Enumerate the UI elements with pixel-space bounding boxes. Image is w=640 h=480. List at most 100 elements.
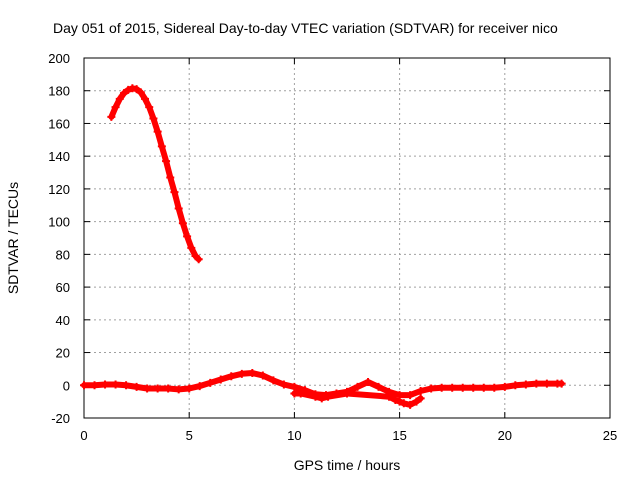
data-point	[557, 379, 566, 388]
data-point	[119, 89, 128, 98]
x-tick-label: 0	[80, 428, 87, 443]
data-point	[385, 392, 394, 401]
y-axis-label: SDTVAR / TECUs	[5, 182, 21, 294]
y-tick-label: 180	[48, 84, 70, 99]
data-point	[101, 380, 110, 389]
x-tick-label: 20	[498, 428, 512, 443]
data-point	[136, 88, 145, 97]
data-point	[195, 382, 204, 391]
data-point	[248, 369, 257, 377]
data-point	[269, 376, 278, 385]
data-point	[391, 396, 400, 404]
data-point	[532, 379, 541, 388]
data-point	[194, 255, 203, 264]
x-tick-label: 25	[603, 428, 617, 443]
x-axis-tick-labels: 0 5 10 15 20 25	[80, 428, 617, 443]
series-baseline-dips	[290, 389, 425, 409]
data-point	[187, 243, 196, 252]
data-point	[157, 142, 166, 151]
series-baseline-variation	[80, 369, 566, 400]
data-point	[511, 381, 520, 390]
data-point	[174, 204, 183, 213]
data-point	[416, 394, 425, 403]
data-point	[406, 400, 415, 409]
data-point	[412, 397, 421, 406]
axis-ticks	[83, 57, 611, 419]
series-line	[81, 370, 565, 399]
data-point	[178, 219, 187, 228]
x-tick-label: 10	[287, 428, 301, 443]
data-point	[437, 383, 446, 392]
x-tick-label: 5	[186, 428, 193, 443]
series-satellite-arc-high	[107, 84, 203, 264]
data-point	[124, 85, 133, 94]
x-tick-label: 15	[392, 428, 406, 443]
data-point	[115, 94, 124, 103]
data-point	[162, 157, 171, 166]
data-point	[174, 385, 183, 394]
data-point	[416, 387, 425, 395]
data-point	[170, 188, 179, 197]
data-point	[122, 381, 131, 390]
data-point	[395, 397, 404, 406]
y-tick-label: 100	[48, 215, 70, 230]
data-point	[469, 383, 478, 392]
data-point	[149, 114, 158, 123]
data-point	[153, 127, 162, 136]
y-tick-label: 160	[48, 116, 70, 131]
data-point	[296, 389, 305, 398]
data-point	[406, 391, 415, 400]
data-point	[227, 372, 236, 381]
data-point	[90, 381, 99, 390]
data-point	[364, 378, 373, 386]
y-tick-label: 200	[48, 51, 70, 66]
y-tick-label: 0	[63, 378, 70, 393]
y-tick-label: 60	[56, 280, 70, 295]
data-point	[258, 371, 267, 380]
data-point	[542, 379, 551, 388]
data-point	[399, 399, 408, 408]
data-point	[279, 380, 288, 389]
data-point	[237, 369, 246, 378]
data-point	[141, 94, 150, 103]
data-point	[427, 384, 436, 393]
data-point	[311, 392, 320, 401]
data-point	[111, 103, 120, 112]
data-point	[143, 384, 152, 393]
data-point	[490, 383, 499, 392]
data-point	[448, 383, 457, 392]
data-point	[80, 381, 88, 390]
data-point	[500, 382, 509, 391]
data-point	[479, 383, 488, 392]
y-axis-tick-labels: -20 0 20 40 60 80 100 120 140 160 180 200	[48, 51, 70, 426]
plot-frame	[83, 57, 611, 419]
y-tick-label: 80	[56, 247, 70, 262]
data-point	[343, 389, 351, 398]
data-point	[145, 103, 154, 112]
y-tick-label: 140	[48, 149, 70, 164]
x-axis-label: GPS time / hours	[294, 457, 401, 473]
y-tick-label: 20	[56, 346, 70, 361]
data-point	[107, 112, 116, 121]
data-point	[132, 382, 141, 391]
y-tick-label: 40	[56, 313, 70, 328]
grid-lines	[84, 58, 610, 418]
data-point	[153, 384, 162, 393]
data-point	[206, 378, 215, 387]
data-point	[166, 173, 175, 182]
data-point	[458, 383, 467, 392]
chart-title: Day 051 of 2015, Sidereal Day-to-day VTE…	[53, 20, 558, 36]
data-point	[183, 232, 192, 241]
series-line	[108, 85, 202, 263]
data-point	[185, 384, 194, 393]
data-point	[164, 384, 173, 393]
data-point	[324, 392, 333, 401]
data-point	[374, 382, 383, 391]
data-point	[353, 382, 362, 391]
data-point	[521, 380, 530, 389]
data-point	[317, 394, 326, 403]
y-tick-label: 120	[48, 182, 70, 197]
data-point	[111, 380, 120, 389]
data-series	[80, 84, 566, 409]
data-point	[132, 85, 141, 94]
